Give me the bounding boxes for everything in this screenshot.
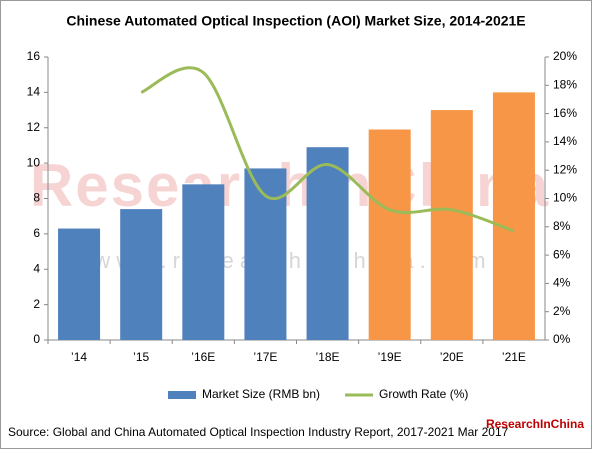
legend-label: Growth Rate (%) — [379, 387, 468, 401]
legend-swatch — [168, 391, 196, 399]
x-tick-label: ’14 — [71, 350, 87, 364]
x-tick-label: ’15 — [133, 350, 149, 364]
y2-tick-label: 16% — [553, 106, 577, 120]
y2-tick-label: 4% — [553, 276, 571, 290]
y2-tick-label: 18% — [553, 77, 577, 91]
chart-title: Chinese Automated Optical Inspection (AO… — [66, 13, 525, 29]
y-tick-label: 12 — [27, 120, 41, 134]
logo: ResearchInChina — [486, 417, 584, 431]
bar — [182, 184, 225, 340]
y2-tick-label: 8% — [553, 219, 571, 233]
bar — [368, 129, 411, 340]
y-tick-label: 10 — [27, 155, 41, 169]
x-tick-label: ’16E — [191, 350, 215, 364]
bar — [492, 92, 535, 340]
growth-line — [140, 66, 515, 233]
source: Source: Global and China Automated Optic… — [8, 425, 509, 439]
x-tick-label: ’21E — [502, 350, 526, 364]
x-tick-label: ’19E — [378, 350, 402, 364]
y2-tick-label: 20% — [553, 49, 577, 63]
y2-tick-label: 2% — [553, 304, 571, 318]
y-tick-label: 6 — [33, 226, 40, 240]
y2-tick-label: 12% — [553, 162, 577, 176]
y-tick-label: 16 — [27, 49, 41, 63]
y-tick-label: 0 — [33, 332, 40, 346]
x-tick-label: ’18E — [316, 350, 340, 364]
bar — [306, 147, 349, 340]
y-tick-label: 14 — [27, 85, 41, 99]
bar — [430, 110, 473, 340]
x-tick-label: ’20E — [440, 350, 464, 364]
legend-label: Market Size (RMB bn) — [202, 387, 320, 401]
bar — [120, 209, 163, 340]
y-tick-label: 2 — [33, 297, 40, 311]
y2-tick-label: 10% — [553, 191, 577, 205]
y2-tick-label: 0% — [553, 332, 571, 346]
x-tick-label: ’17E — [253, 350, 277, 364]
y2-tick-label: 6% — [553, 247, 571, 261]
y-tick-label: 4 — [33, 261, 40, 275]
bar — [58, 228, 101, 340]
y2-tick-label: 14% — [553, 134, 577, 148]
y-tick-label: 8 — [33, 191, 40, 205]
